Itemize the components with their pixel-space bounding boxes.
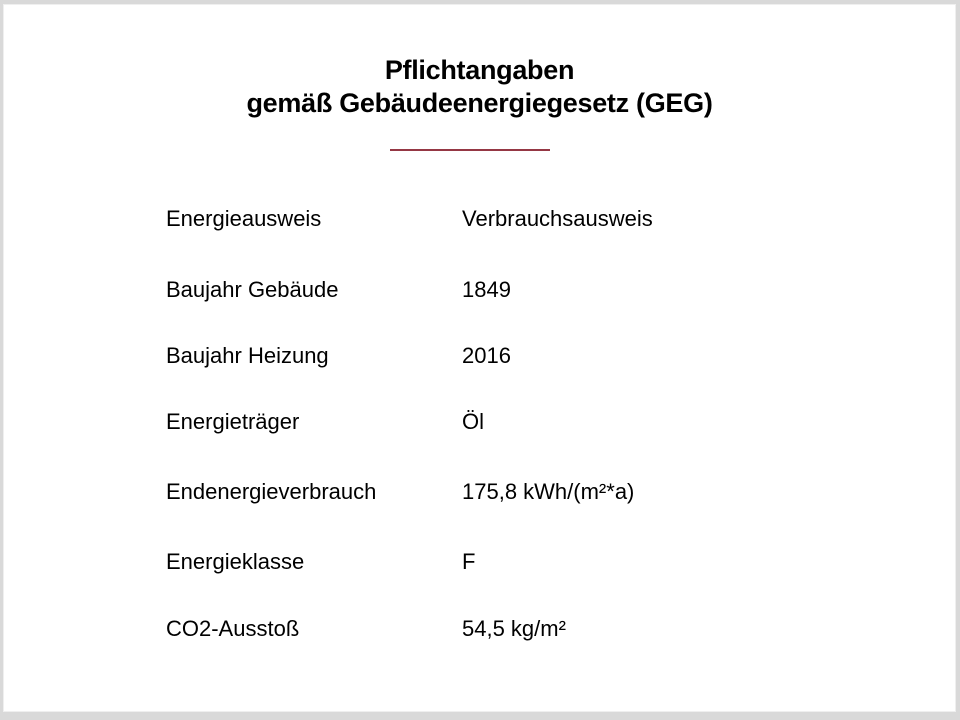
page-title-line-1: Pflichtangaben — [384, 55, 575, 85]
row-label: Baujahr Gebäude — [166, 277, 339, 302]
slide-canvas: Pflichtangaben gemäß Gebäudeenergiegeset… — [3, 4, 956, 712]
page-title: Pflichtangaben gemäß Gebäudeenergiegeset… — [3, 54, 956, 120]
row-value: F — [462, 549, 476, 574]
table-row-energieklasse: Energieklasse F — [166, 549, 475, 575]
row-label: CO2-Ausstoß — [166, 616, 300, 641]
row-value: Öl — [462, 409, 484, 434]
row-label: Energieklasse — [166, 549, 305, 574]
title-divider-line — [390, 149, 550, 151]
table-row-baujahr-heizung: Baujahr Heizung 2016 — [166, 343, 511, 369]
table-row-energieausweis: Energieausweis Verbrauchsausweis — [166, 206, 653, 232]
page-title-line-2: gemäß Gebäudeenergiegesetz (GEG) — [246, 88, 713, 118]
row-value: 175,8 kWh/(m²*a) — [462, 479, 635, 504]
table-row-co2-ausstoss: CO2-Ausstoß 54,5 kg/m² — [166, 616, 566, 642]
row-value: 2016 — [462, 343, 511, 368]
row-label: Endenergieverbrauch — [166, 479, 377, 504]
row-label: Energieträger — [166, 409, 300, 434]
row-label: Baujahr Heizung — [166, 343, 329, 368]
row-value: 1849 — [462, 277, 511, 302]
table-row-baujahr-gebaeude: Baujahr Gebäude 1849 — [166, 277, 511, 303]
row-label: Energieausweis — [166, 206, 322, 231]
row-value: Verbrauchsausweis — [462, 206, 653, 231]
table-row-energietraeger: Energieträger Öl — [166, 409, 484, 435]
table-row-endenergieverbrauch: Endenergieverbrauch 175,8 kWh/(m²*a) — [166, 479, 634, 505]
row-value: 54,5 kg/m² — [462, 616, 566, 641]
